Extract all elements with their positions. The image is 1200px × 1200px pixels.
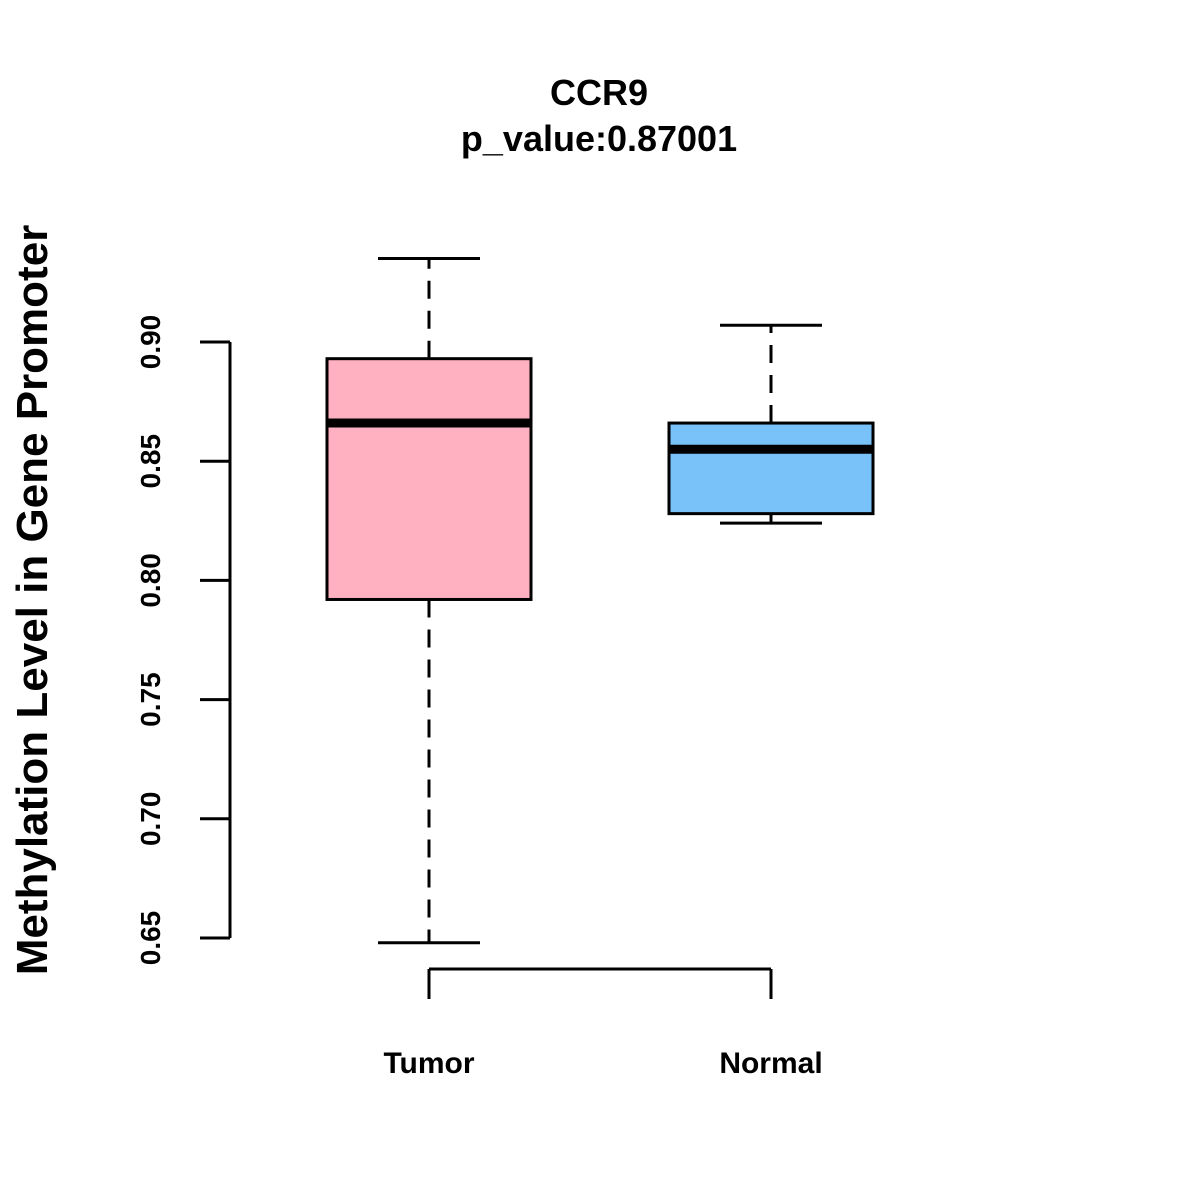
y-tick-label: 0.65 [135,911,166,966]
x-tick-label-normal: Normal [719,1047,822,1080]
boxes [325,257,875,945]
y-tick-label: 0.70 [135,792,166,847]
iqr-box [325,357,533,601]
y-tick-label: 0.80 [135,553,166,608]
y-tick-label: 0.85 [135,434,166,489]
x-axis: Tumor Normal [383,967,823,1080]
box-tumor [325,257,533,945]
x-tick-label-tumor: Tumor [383,1047,474,1080]
y-tick-label: 0.90 [135,315,166,370]
chart-title: CCR9 [550,72,648,113]
chart-subtitle: p_value:0.87001 [461,118,737,159]
box-normal [667,323,875,525]
y-axis-label: Methylation Level in Gene Promoter [8,225,57,976]
y-axis: 0.65 0.70 0.75 0.80 0.85 0.90 [135,315,232,966]
y-tick-label: 0.75 [135,672,166,727]
iqr-box [667,421,875,516]
